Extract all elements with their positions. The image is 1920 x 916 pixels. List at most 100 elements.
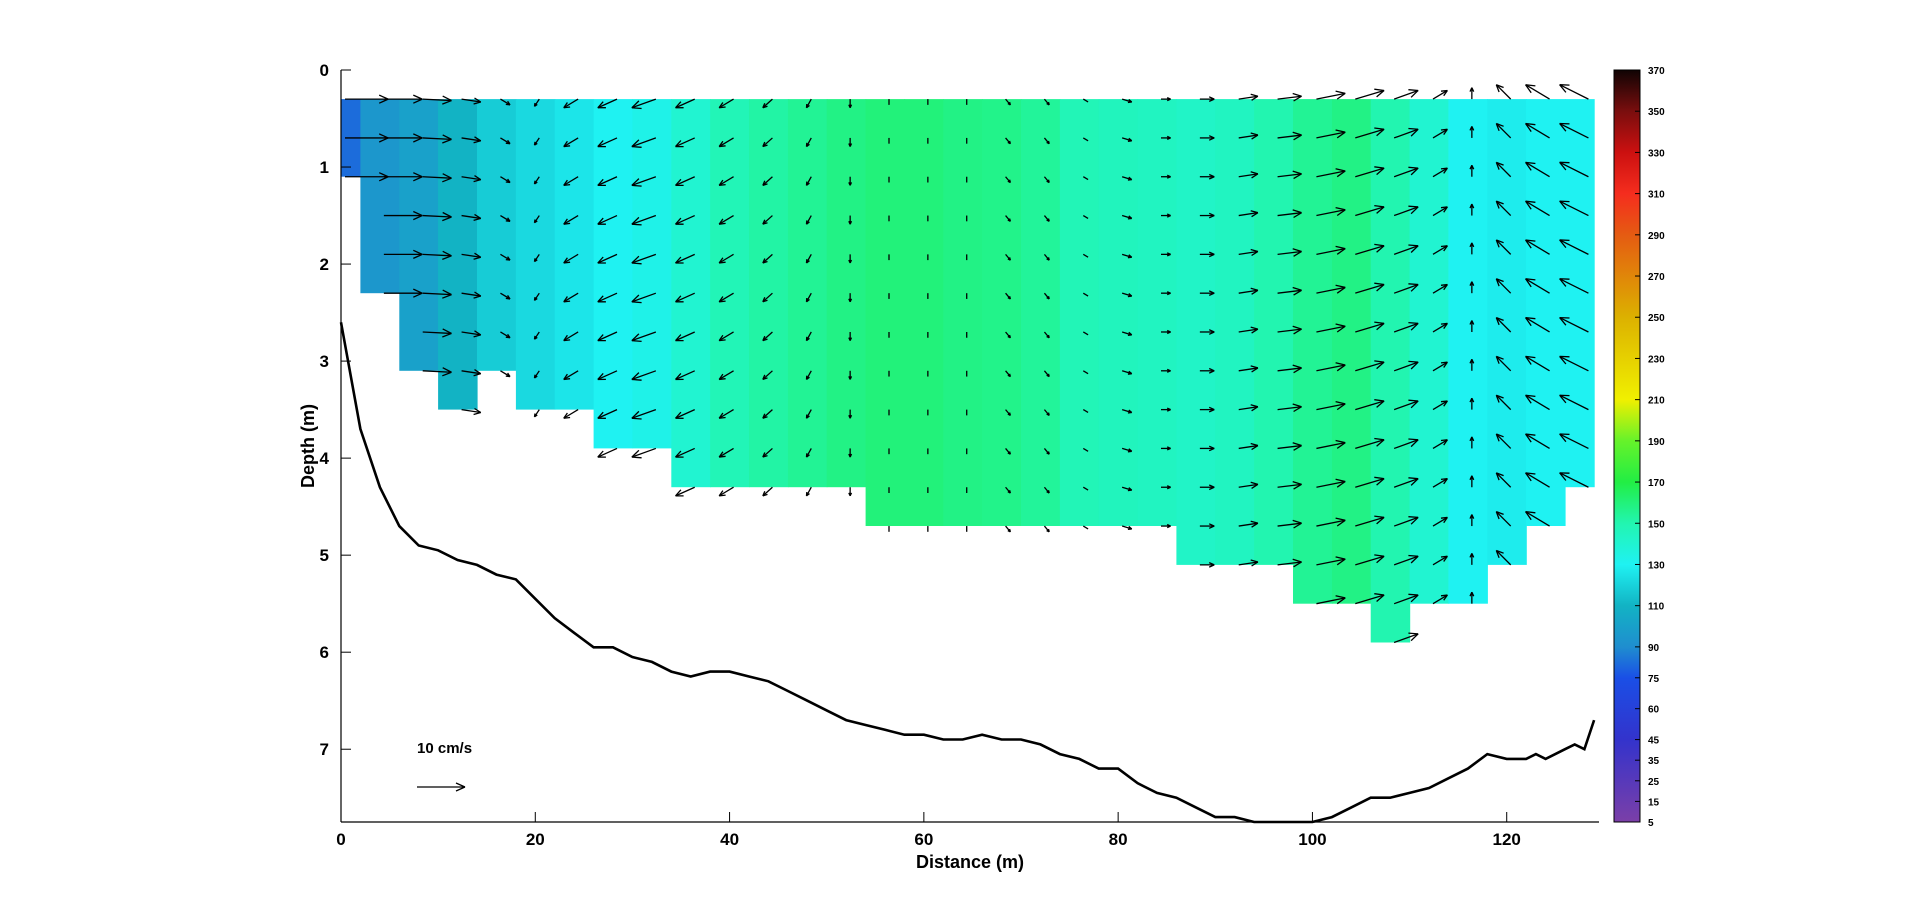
velocity-arrow [461,136,482,144]
velocity-arrow [1277,286,1302,296]
velocity-arrow [1393,554,1419,566]
velocity-arrow [1525,239,1550,255]
velocity-arrow [718,409,734,419]
velocity-arrow [461,213,482,222]
velocity-arrow [631,292,657,304]
velocity-arrow [1316,284,1346,294]
velocity-arrow [1043,370,1050,378]
velocity-arrow [563,370,579,381]
velocity-arrow [563,253,579,264]
velocity-arrow [1393,127,1419,139]
colorbar-tick-label: 25 [1648,777,1660,788]
colorbar [1613,69,1641,823]
velocity-arrow [1316,129,1346,139]
velocity-arrow [461,252,482,260]
velocity-arrow [1525,394,1550,411]
velocity-arrow [848,331,853,341]
field-cell [1409,99,1450,604]
velocity-arrow [1199,367,1215,374]
velocity-arrow [533,176,540,185]
velocity-arrow [1082,525,1089,530]
velocity-arrow [1043,253,1050,261]
velocity-arrow [1121,447,1133,453]
velocity-arrow [675,370,695,381]
velocity-arrow [1316,245,1346,255]
velocity-arrow [675,486,695,497]
colorbar-tick-label: 90 [1648,643,1660,654]
velocity-arrow [1005,253,1011,261]
velocity-arrow [1355,204,1385,217]
velocity-arrow [762,447,773,458]
velocity-arrow [1005,98,1011,106]
velocity-arrow [1495,549,1512,566]
velocity-arrow [1121,253,1133,259]
velocity-arrow [597,214,618,225]
velocity-arrow [461,369,482,377]
colorbar-tick-label: 270 [1648,272,1665,283]
bed-profile-line [339,322,1596,824]
velocity-arrow [1469,475,1475,488]
velocity-arrow [1161,213,1171,218]
velocity-arrow [1495,122,1512,139]
colorbar-tick-label: 250 [1648,313,1665,324]
velocity-arrow [718,370,734,381]
velocity-arrow [533,292,540,301]
velocity-arrow [805,448,812,458]
velocity-arrow [1238,442,1259,451]
velocity-arrow [1393,632,1419,644]
velocity-arrow [1469,281,1475,294]
colorbar-tick-label: 290 [1648,231,1665,242]
x-tick-label: 120 [1493,830,1521,849]
velocity-arrow [1355,88,1385,100]
velocity-arrow [1525,316,1550,333]
field-cell [1565,99,1595,488]
velocity-arrow [345,133,389,143]
velocity-arrow [533,254,540,263]
velocity-arrow [762,215,773,225]
velocity-arrow [1043,486,1050,494]
velocity-arrow [1082,292,1089,297]
velocity-arrow [1495,161,1512,178]
velocity-arrow [718,214,734,225]
velocity-arrow [1355,399,1385,411]
x-tick-label: 80 [1109,830,1128,849]
velocity-arrow [1199,445,1215,452]
velocity-arrow [631,214,657,226]
scale-arrow-glyph [417,782,466,792]
x-tick-label: 0 [336,830,345,849]
velocity-arrow [597,253,618,264]
velocity-arrow [1355,554,1385,566]
velocity-arrow [597,292,618,303]
velocity-arrow [1316,478,1346,488]
velocity-arrow [1161,174,1171,179]
field-cell [943,99,983,526]
velocity-arrow [1238,171,1259,179]
velocity-arrow [1199,251,1215,258]
velocity-arrow [533,409,540,418]
velocity-arrow [675,214,695,225]
velocity-arrow [345,94,389,104]
velocity-arrow [1277,519,1302,529]
velocity-arrow [1525,122,1550,139]
field-cell [710,99,750,488]
colorbar-ticks: 5 15 25 35 45 60 75 90 110 130 150 170 190 210 230 250 2… [1635,66,1665,829]
velocity-arrow [718,292,734,303]
velocity-arrow [597,447,618,458]
field-cell [1021,99,1061,526]
velocity-arrow [1238,326,1259,334]
velocity-arrow [461,330,482,338]
velocity-arrow [1432,322,1448,333]
velocity-arrow [805,137,812,148]
x-tick-label: 100 [1298,830,1326,849]
velocity-arrow [1316,323,1346,333]
velocity-arrow [1393,283,1419,294]
velocity-arrow [1238,481,1259,489]
velocity-arrow [597,331,618,342]
velocity-arrow [597,98,618,109]
velocity-arrow [597,176,618,187]
velocity-arrow [848,370,853,380]
colorbar-tick-label: 370 [1648,66,1665,77]
velocity-arrow [1199,484,1215,491]
velocity-arrow [1005,486,1011,494]
velocity-arrow [1005,370,1011,378]
